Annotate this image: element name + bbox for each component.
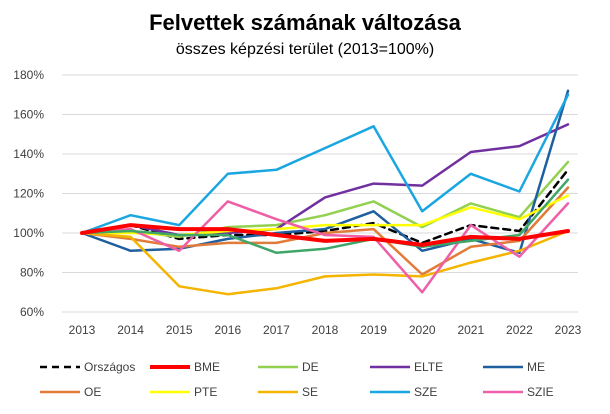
x-tick-label: 2014 <box>117 323 144 337</box>
legend-label: SZE <box>414 385 437 399</box>
x-tick-label: 2017 <box>263 323 290 337</box>
series-line-sze <box>80 93 570 235</box>
legend-label: SZIE <box>527 385 554 399</box>
chart-subtitle: összes képzési terület (2013=100%) <box>176 41 434 58</box>
x-tick-label: 2013 <box>69 323 96 337</box>
legend-label: OE <box>84 385 101 399</box>
legend-label: BME <box>194 360 220 374</box>
x-tick-label: 2015 <box>166 323 193 337</box>
y-tick-label: 140% <box>13 147 44 161</box>
x-tick-label: 2021 <box>457 323 484 337</box>
y-tick-label: 120% <box>13 187 44 201</box>
x-tick-label: 2020 <box>409 323 436 337</box>
y-tick-label: 60% <box>20 305 44 319</box>
legend: Országos BME DE ELTE ME OE PTE SE SZE SZIE <box>40 360 554 399</box>
x-tick-label: 2018 <box>312 323 339 337</box>
y-tick-label: 160% <box>13 108 44 122</box>
legend-label: Országos <box>84 360 135 374</box>
x-tick-label: 2022 <box>506 323 533 337</box>
series-line-elte <box>80 123 570 237</box>
x-tick-label: 2019 <box>360 323 387 337</box>
series-lines <box>80 89 570 296</box>
series-line-bme <box>80 223 570 247</box>
y-tick-label: 80% <box>20 266 44 280</box>
legend-label: PTE <box>194 385 217 399</box>
legend-label: DE <box>302 360 319 374</box>
legend-label: ELTE <box>414 360 443 374</box>
y-tick-label: 180% <box>13 68 44 82</box>
x-tick-label: 2023 <box>555 323 582 337</box>
legend-label: ME <box>527 360 545 374</box>
x-axis-ticks: 2013 2014 2015 2016 2017 2018 2019 2020 2021 2022… <box>69 323 582 337</box>
y-axis-ticks: 60% 80% 100% 120% 140% 160% 180% <box>13 68 44 319</box>
chart-title: Felvettek számának változása <box>149 10 462 35</box>
y-tick-label: 100% <box>13 226 44 240</box>
series-line-se <box>80 229 570 296</box>
series-line-me <box>80 89 570 255</box>
legend-label: SE <box>302 385 318 399</box>
x-tick-label: 2016 <box>214 323 241 337</box>
